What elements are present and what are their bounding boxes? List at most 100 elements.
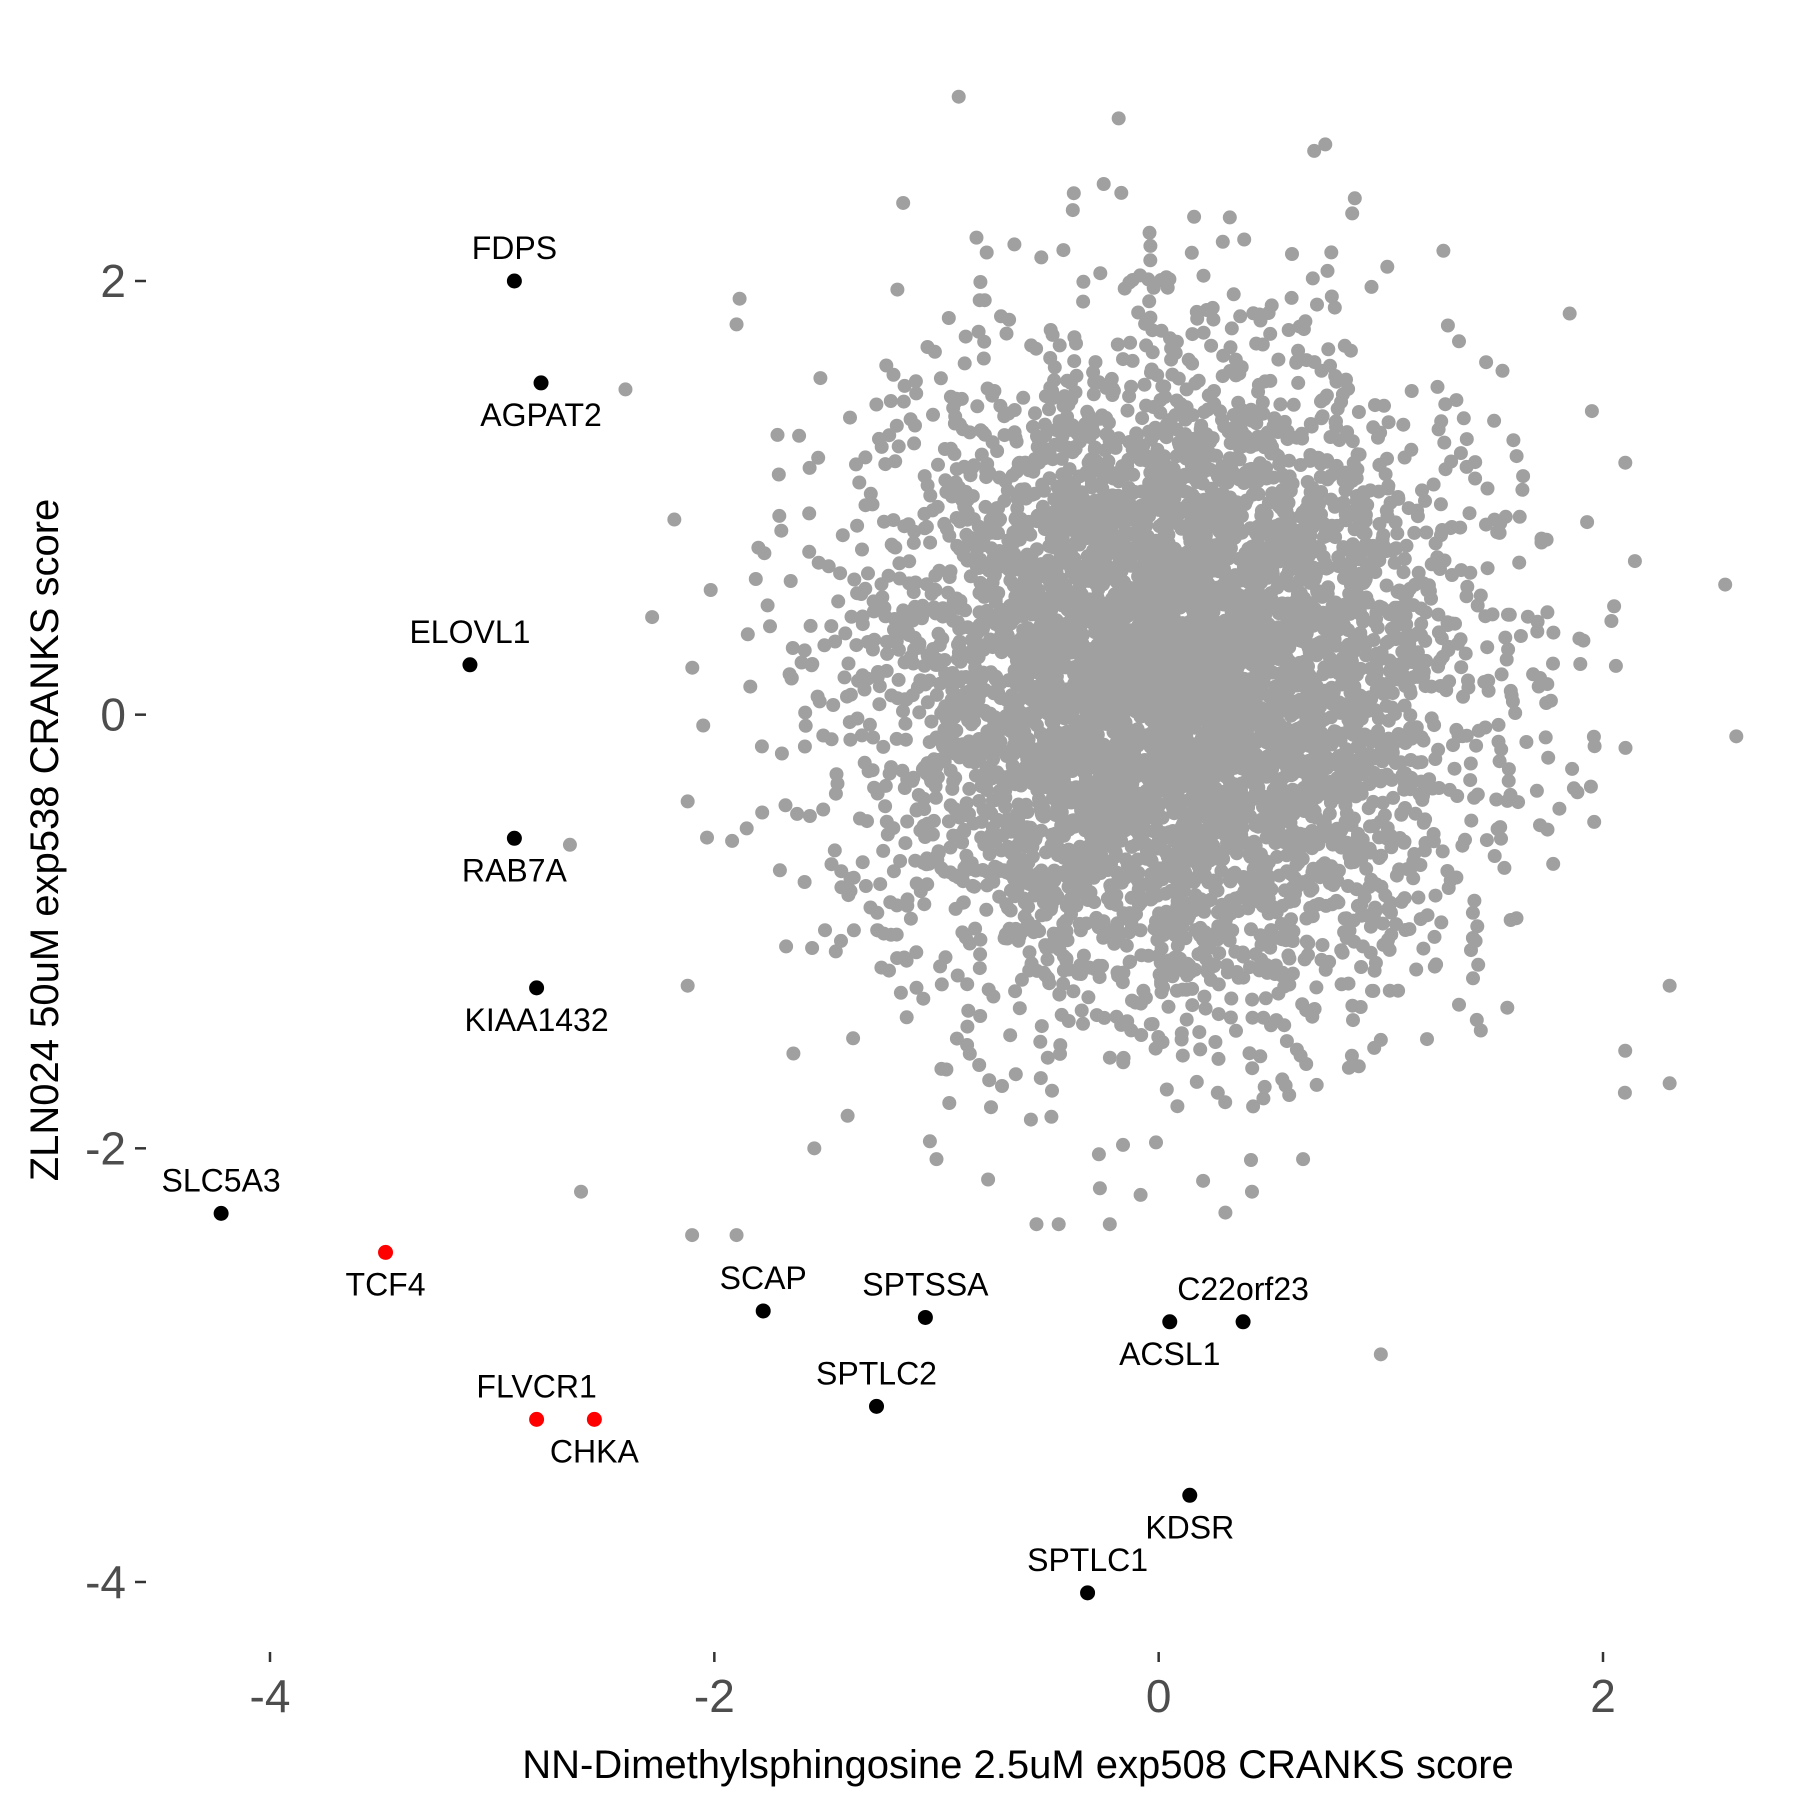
background-point — [1261, 869, 1276, 883]
background-point — [1059, 913, 1074, 928]
background-point — [1052, 987, 1067, 1002]
background-point — [1067, 728, 1082, 743]
background-point — [1220, 965, 1235, 980]
background-point — [1008, 1067, 1023, 1082]
background-point — [1323, 358, 1337, 373]
background-point — [986, 989, 1001, 1004]
background-point — [1396, 565, 1411, 580]
background-point — [849, 638, 864, 653]
background-point — [879, 634, 894, 649]
background-point — [1345, 206, 1360, 221]
background-point — [1263, 326, 1278, 341]
background-point — [1530, 614, 1545, 629]
background-point — [887, 622, 901, 637]
background-point — [1043, 351, 1058, 365]
background-point — [1337, 911, 1352, 926]
background-point — [1417, 843, 1432, 858]
background-point — [1501, 773, 1516, 788]
background-point — [1215, 459, 1230, 474]
background-point — [1207, 396, 1222, 411]
background-point — [1236, 949, 1251, 964]
background-point — [959, 796, 974, 811]
background-point — [1142, 294, 1157, 309]
background-point — [908, 374, 923, 389]
background-point — [1224, 991, 1239, 1006]
background-point — [955, 925, 970, 940]
background-point — [760, 598, 775, 613]
background-point — [960, 690, 975, 705]
background-point — [803, 618, 818, 633]
background-point — [962, 1046, 977, 1061]
background-point — [1067, 354, 1082, 369]
background-point — [1381, 415, 1396, 430]
background-point — [732, 291, 747, 306]
background-point — [934, 977, 949, 992]
background-point — [1428, 536, 1443, 551]
background-point — [1232, 496, 1247, 511]
background-point — [1587, 814, 1602, 829]
background-point — [1382, 983, 1397, 998]
background-point — [1111, 488, 1126, 503]
background-point — [1294, 633, 1309, 648]
background-point — [1275, 898, 1290, 913]
background-point — [1103, 878, 1118, 893]
background-point — [990, 814, 1004, 829]
background-point — [986, 686, 1001, 701]
background-point — [891, 672, 906, 687]
background-point — [790, 806, 805, 821]
background-point — [1539, 696, 1554, 710]
background-point — [1011, 933, 1026, 948]
background-point — [923, 535, 938, 550]
background-point — [1045, 452, 1060, 467]
background-point — [999, 897, 1014, 912]
background-point — [1379, 578, 1394, 593]
background-point — [1246, 1099, 1261, 1114]
background-point — [1458, 646, 1473, 661]
background-point — [1270, 849, 1284, 864]
background-point — [875, 590, 890, 605]
background-point — [1330, 401, 1345, 416]
background-point — [1285, 247, 1299, 261]
background-point — [1604, 614, 1619, 628]
background-point — [1056, 243, 1071, 258]
background-point — [725, 833, 740, 848]
background-point — [1379, 767, 1394, 782]
background-point — [1501, 762, 1516, 777]
background-point — [920, 816, 935, 831]
background-point — [912, 636, 927, 651]
background-point — [928, 790, 943, 805]
background-point — [1034, 1019, 1049, 1034]
background-point — [1420, 1032, 1434, 1047]
background-point — [1329, 374, 1344, 389]
background-point — [772, 508, 787, 523]
background-point — [1225, 923, 1240, 938]
background-point — [1091, 1147, 1106, 1162]
background-point — [1043, 323, 1058, 337]
background-point — [1136, 983, 1151, 998]
background-point — [862, 717, 877, 732]
background-point — [816, 802, 831, 817]
background-point — [851, 673, 866, 688]
background-points — [685, 177, 1642, 1220]
background-point — [1076, 274, 1091, 289]
background-point — [763, 619, 777, 634]
background-point — [974, 447, 989, 462]
background-point — [926, 642, 941, 656]
background-point — [1319, 388, 1334, 403]
background-point — [1153, 405, 1168, 420]
background-point — [1011, 511, 1026, 526]
background-point — [1170, 938, 1185, 953]
background-point — [1324, 245, 1339, 260]
background-point — [1122, 925, 1137, 940]
background-point — [802, 460, 817, 475]
background-point — [874, 439, 889, 454]
background-point — [1223, 436, 1238, 451]
background-point — [1301, 947, 1315, 962]
background-point — [945, 489, 960, 504]
background-point — [824, 619, 839, 634]
background-point — [1365, 983, 1379, 998]
background-point — [700, 830, 714, 845]
background-point — [1380, 259, 1395, 274]
background-point — [1253, 1049, 1268, 1064]
